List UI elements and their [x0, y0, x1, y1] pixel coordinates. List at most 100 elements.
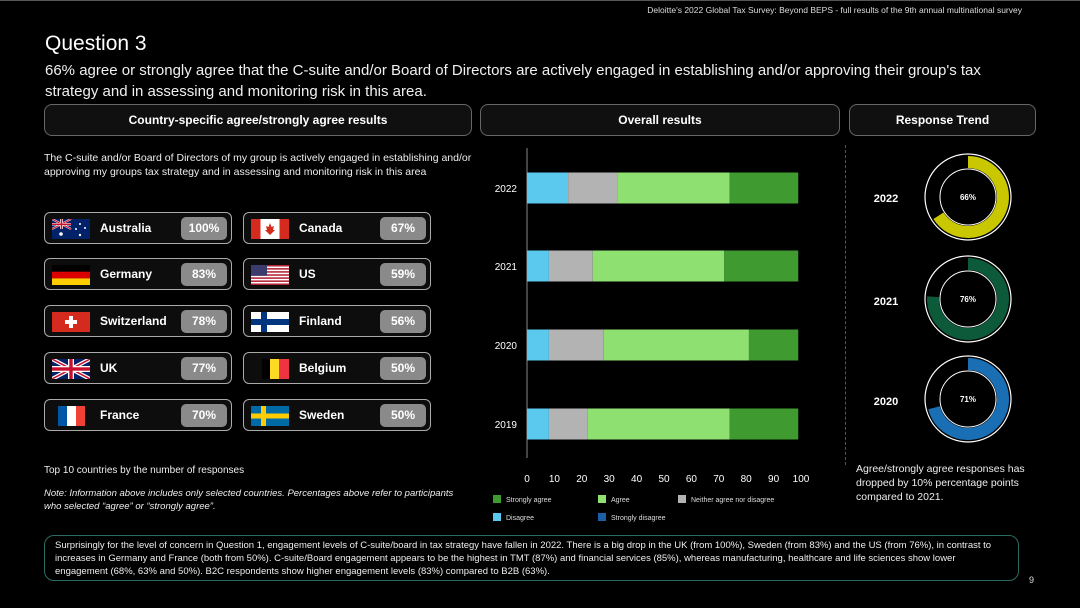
country-name: Finland [299, 314, 342, 328]
x-tick-label: 20 [576, 474, 588, 485]
country-percent: 59% [380, 263, 426, 286]
bar-segment [527, 408, 549, 440]
country-card-canada: Canada 67% [243, 212, 431, 244]
legend-swatch [493, 495, 501, 503]
legend-label: Disagree [506, 515, 534, 522]
x-tick-label: 40 [631, 474, 643, 485]
country-percent: 70% [181, 404, 227, 427]
section-country-header: Country-specific agree/strongly agree re… [44, 104, 472, 136]
country-percent: 83% [181, 263, 227, 286]
bar-segment [548, 329, 604, 361]
response-trend-donuts: 66% 2022 76% 2021 71% 2020 [874, 153, 1012, 443]
x-tick-label: 0 [524, 474, 530, 485]
uk-flag-icon [52, 359, 90, 379]
category-label: 2022 [495, 184, 518, 195]
x-tick-label: 60 [686, 474, 698, 485]
country-percent: 50% [380, 404, 426, 427]
country-card-germany: Germany 83% [44, 258, 232, 290]
australia-flag-icon [52, 219, 90, 239]
canada-flag-icon [251, 219, 289, 239]
legend-swatch [678, 495, 686, 503]
country-percent: 67% [380, 217, 426, 240]
legend-swatch [493, 513, 501, 521]
country-card-sweden: Sweden 50% [243, 399, 431, 431]
x-tick-label: 30 [604, 474, 616, 485]
donut-arc [933, 156, 1009, 238]
country-card-finland: Finland 56% [243, 305, 431, 337]
x-tick-label: 100 [793, 474, 810, 485]
country-percent: 78% [181, 310, 227, 333]
donut-arc [928, 358, 1009, 440]
country-name: Sweden [299, 408, 345, 422]
x-tick-label: 90 [768, 474, 780, 485]
bar-segment [548, 408, 588, 440]
country-name: Germany [100, 267, 153, 281]
country-name: Canada [299, 221, 343, 235]
donut-arc [927, 258, 1009, 340]
overall-results-chart: 2022 2021 2020 2019 0 10 20 30 40 50 60 70 80 90 100 St… [493, 148, 810, 522]
country-percent: 100% [181, 217, 227, 240]
page-number: 9 [1028, 575, 1034, 585]
page-subtitle: 66% agree or strongly agree that the C-s… [45, 62, 981, 100]
country-percent: 77% [181, 357, 227, 380]
switzerland-flag-icon [52, 312, 90, 332]
x-tick-label: 50 [658, 474, 670, 485]
legend-swatch [598, 513, 606, 521]
donut-value-label: 76% [960, 295, 976, 304]
question-description: The C-suite and/or Board of Directors of… [44, 152, 472, 178]
bar-segment [527, 172, 569, 204]
page-title: Question 3 [45, 32, 147, 55]
bar-segment [587, 408, 730, 440]
x-tick-label: 10 [549, 474, 561, 485]
legend-label: Agree [611, 497, 630, 504]
country-name: Australia [100, 221, 152, 235]
x-tick-label: 70 [713, 474, 725, 485]
country-name: UK [100, 361, 118, 375]
bar-segment [729, 172, 799, 204]
note-text: Note: Information above includes only se… [44, 488, 454, 512]
bar-segment [729, 408, 799, 440]
commentary-box: Surprisingly for the level of concern in… [44, 535, 1019, 581]
finland-flag-icon [251, 312, 289, 332]
legend-label: Neither agree nor disagree [691, 497, 774, 504]
trend-summary: Agree/strongly agree responses has dropp… [856, 463, 1025, 503]
bar-segment [592, 250, 725, 282]
trend-year-label: 2020 [874, 396, 898, 408]
section-divider [845, 145, 846, 465]
country-card-australia: Australia 100% [44, 212, 232, 244]
bar-segment [724, 250, 799, 282]
country-percent: 56% [380, 310, 426, 333]
country-name: France [100, 408, 140, 422]
bar-segment [527, 250, 549, 282]
category-label: 2021 [495, 262, 518, 273]
donut-inner-ring [939, 168, 997, 226]
country-card-switzerland: Switzerland 78% [44, 305, 232, 337]
section-trend-header: Response Trend [849, 104, 1036, 136]
x-tick-label: 80 [741, 474, 753, 485]
country-name: US [299, 267, 316, 281]
category-label: 2020 [495, 341, 518, 352]
bar-segment [548, 250, 593, 282]
country-card-belgium: Belgium 50% [243, 352, 431, 384]
donut-value-label: 71% [960, 395, 976, 404]
bar-segment [568, 172, 618, 204]
source-header: Deloitte's 2022 Global Tax Survey: Beyon… [647, 5, 1022, 15]
category-label: 2019 [495, 420, 518, 431]
trend-year-label: 2022 [874, 193, 898, 205]
sweden-flag-icon [251, 406, 289, 426]
france-flag-icon [52, 406, 90, 426]
donut-inner-ring [939, 270, 997, 328]
bar-segment [617, 172, 730, 204]
legend-label: Strongly disagree [611, 515, 666, 522]
country-card-france: France 70% [44, 399, 232, 431]
country-name: Belgium [299, 361, 347, 375]
belgium-flag-icon [251, 359, 289, 379]
bar-segment [603, 329, 749, 361]
us-flag-icon [251, 265, 289, 285]
legend-swatch [598, 495, 606, 503]
donut-value-label: 66% [960, 193, 976, 202]
bar-segment [748, 329, 799, 361]
bar-segment [527, 329, 549, 361]
country-name: Switzerland [100, 314, 167, 328]
country-card-us: US 59% [243, 258, 431, 290]
